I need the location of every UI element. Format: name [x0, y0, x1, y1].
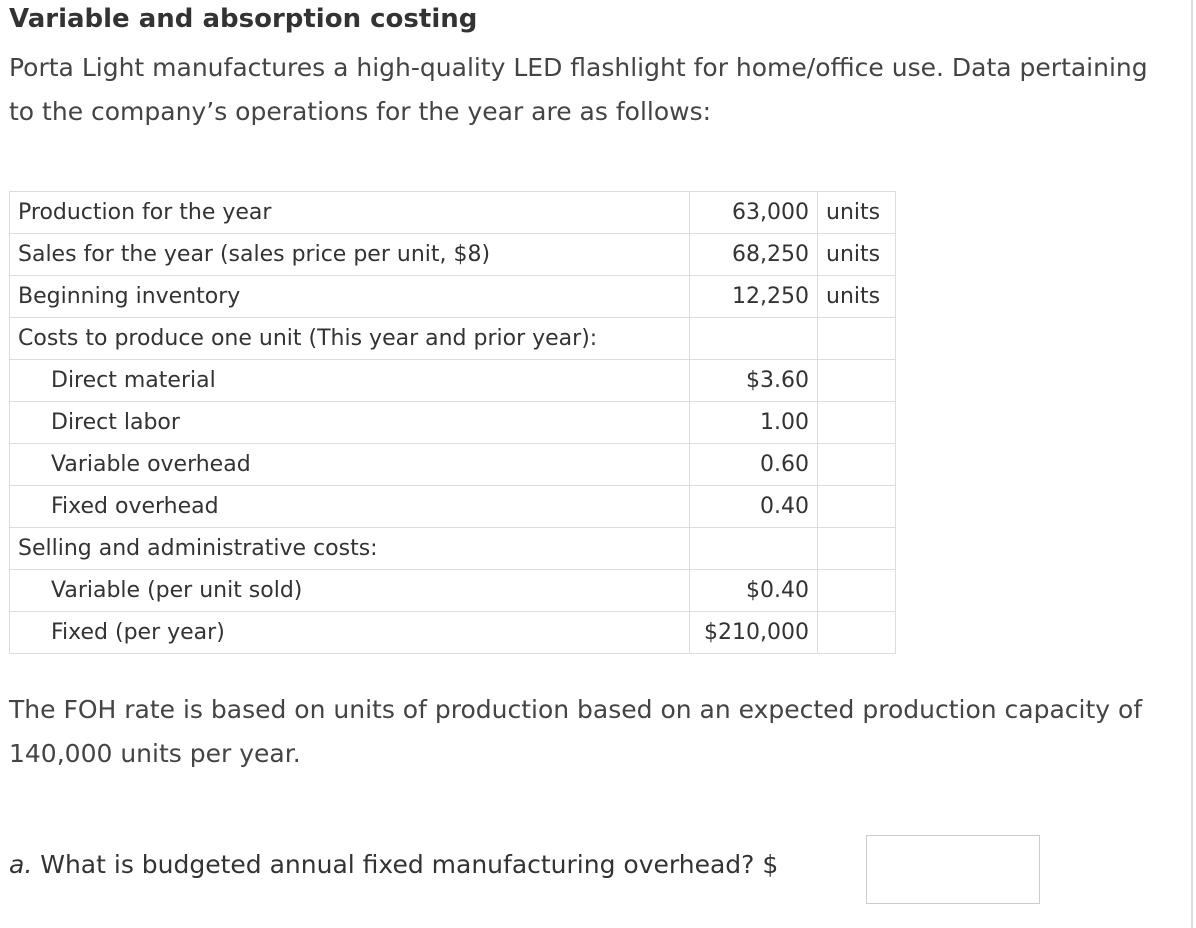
question-text: What is budgeted annual fixed manufactur…	[40, 850, 779, 879]
row: Selling and administrative costs:	[9, 527, 896, 570]
label: Variable overhead	[9, 443, 690, 486]
value: $210,000	[689, 611, 818, 654]
value: 63,000	[689, 191, 818, 234]
question: a. What is budgeted annual fixed manufac…	[9, 850, 778, 879]
cell	[817, 527, 896, 570]
row: Sales for the year (sales price per unit…	[9, 233, 896, 276]
label: Beginning inventory	[9, 275, 690, 318]
unit: units	[817, 191, 896, 234]
row: Production for the year 63,000 units	[9, 191, 896, 234]
intro: Porta Light manufactures a high-quality …	[9, 53, 1148, 126]
value: 0.60	[689, 443, 818, 486]
value: $0.40	[689, 569, 818, 612]
data-table: Production for the year 63,000 units Sales…	[9, 191, 896, 654]
label: Direct material	[9, 359, 690, 402]
cell	[689, 527, 818, 570]
label: Sales for the year (sales price per unit…	[9, 233, 690, 276]
answer-input[interactable]	[866, 835, 1040, 904]
row: Direct labor 1.00	[9, 401, 896, 444]
row: Fixed (per year) $210,000	[9, 611, 896, 654]
label: Fixed (per year)	[9, 611, 690, 654]
value: 0.40	[689, 485, 818, 528]
label: Fixed overhead	[9, 485, 690, 528]
row: Variable overhead 0.60	[9, 443, 896, 486]
cell	[817, 359, 896, 402]
label: Variable (per unit sold)	[9, 569, 690, 612]
title: Variable and absorption costing	[9, 4, 478, 34]
cell	[817, 611, 896, 654]
value: 68,250	[689, 233, 818, 276]
cell	[817, 485, 896, 528]
cell	[817, 443, 896, 486]
cell	[817, 401, 896, 444]
scroll-edge	[1191, 0, 1193, 928]
cell	[817, 317, 896, 360]
cell	[817, 569, 896, 612]
label: Direct labor	[9, 401, 690, 444]
label: Selling and administrative costs:	[9, 527, 690, 570]
value: 1.00	[689, 401, 818, 444]
row: Variable (per unit sold) $0.40	[9, 569, 896, 612]
value: $3.60	[689, 359, 818, 402]
value: 12,250	[689, 275, 818, 318]
row: Costs to produce one unit (This year and…	[9, 317, 896, 360]
label: Costs to produce one unit (This year and…	[9, 317, 690, 360]
cell	[689, 317, 818, 360]
note: The FOH rate is based on units of produc…	[9, 695, 1143, 768]
label: Production for the year	[9, 191, 690, 234]
unit: units	[817, 275, 896, 318]
row: Fixed overhead 0.40	[9, 485, 896, 528]
unit: units	[817, 233, 896, 276]
row: Beginning inventory 12,250 units	[9, 275, 896, 318]
question-letter: a.	[9, 850, 33, 879]
row: Direct material $3.60	[9, 359, 896, 402]
